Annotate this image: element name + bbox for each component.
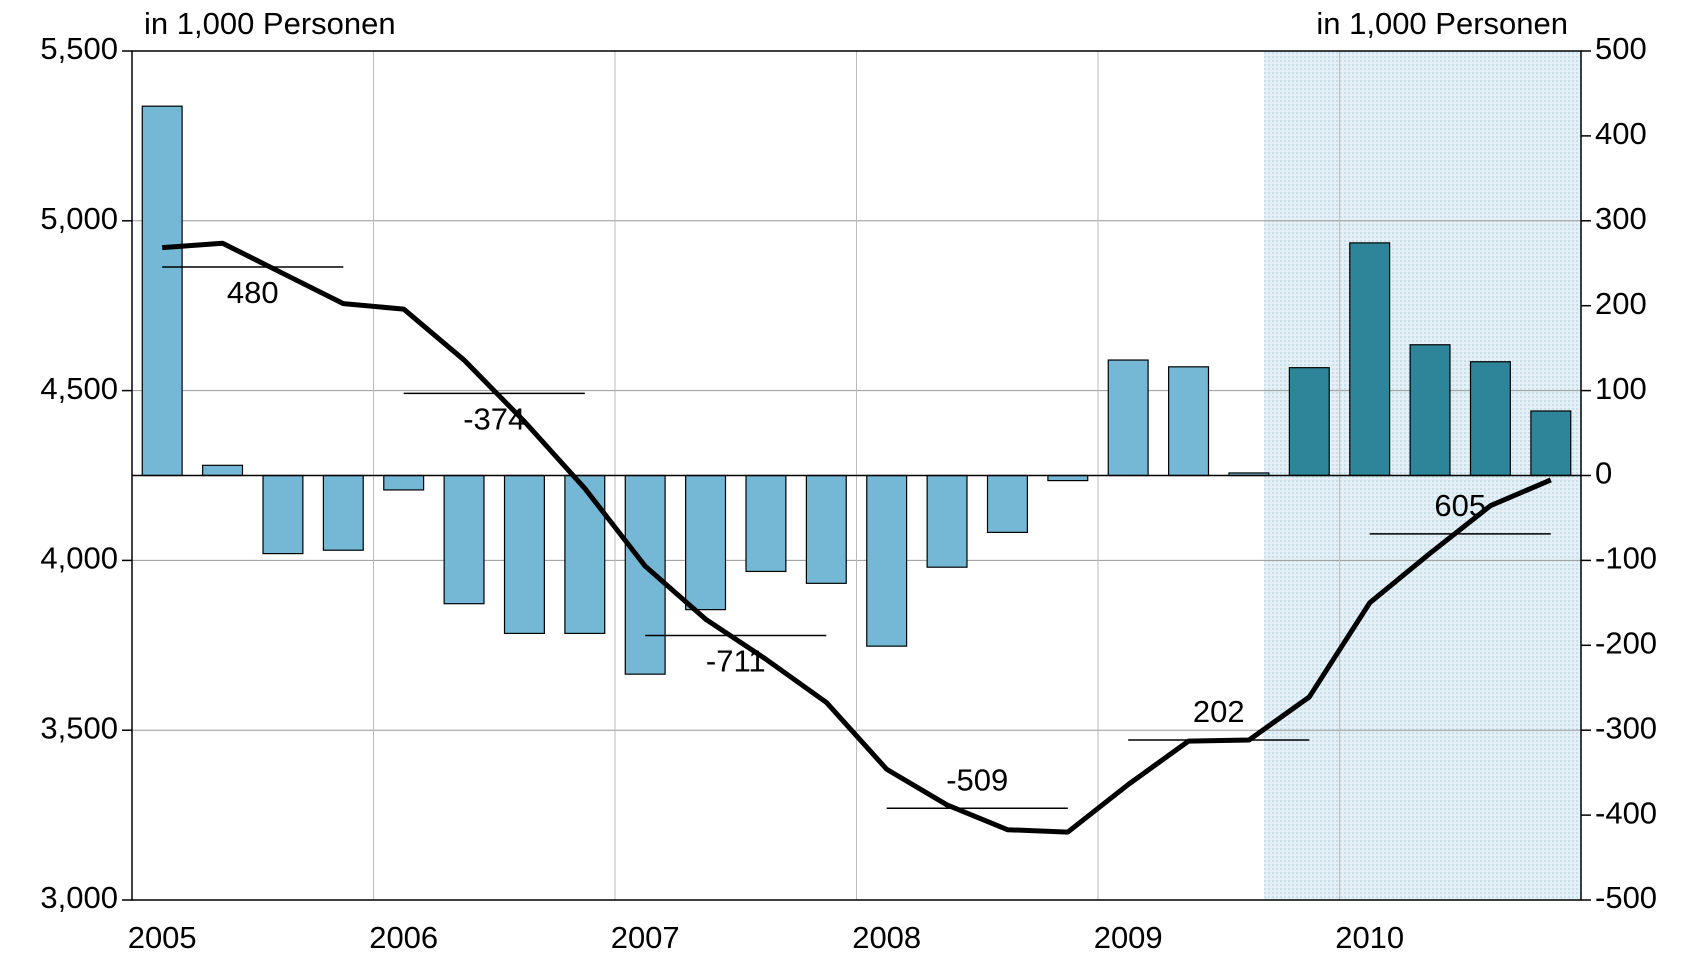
- y-tick-label: 4,500: [40, 371, 118, 406]
- y2-tick-label: -200: [1595, 625, 1657, 660]
- annotation-label: -711: [706, 644, 766, 679]
- bar: [1107, 359, 1149, 477]
- x-tick-label: 2006: [369, 920, 438, 955]
- line: [162, 240, 1552, 835]
- x-tick-label: 2009: [1094, 920, 1163, 955]
- bar: [1047, 474, 1089, 482]
- bar: [202, 464, 244, 477]
- bar: [503, 474, 545, 635]
- bar: [262, 474, 304, 555]
- y-tick-label: 4,000: [40, 541, 118, 576]
- x-tick-label: 2008: [852, 920, 921, 955]
- bar: [443, 474, 485, 605]
- bar: [322, 474, 364, 551]
- bar: [624, 474, 666, 675]
- y2-tick-label: 500: [1595, 31, 1647, 66]
- annotation-label: 605: [1434, 488, 1486, 523]
- bar: [383, 474, 425, 491]
- bar: [1168, 366, 1210, 477]
- bar: [1409, 344, 1451, 477]
- bar: [1288, 367, 1330, 477]
- annotation-label: -374: [463, 402, 525, 437]
- bar: [986, 474, 1028, 533]
- y2-tick-label: -500: [1595, 880, 1657, 915]
- y2-tick-label: -300: [1595, 710, 1657, 745]
- y2-tick-label: 300: [1595, 201, 1647, 236]
- bar: [685, 474, 727, 611]
- right-axis-title: in 1,000 Personen: [1316, 6, 1568, 41]
- annotation-label: -509: [946, 762, 1008, 797]
- bar: [745, 474, 787, 573]
- bar: [1469, 361, 1511, 477]
- y2-tick-label: -100: [1595, 541, 1657, 576]
- y2-tick-label: 400: [1595, 116, 1647, 151]
- x-tick-label: 2007: [611, 920, 680, 955]
- bar: [141, 105, 183, 477]
- bar: [866, 474, 908, 647]
- annotation-label: 202: [1193, 694, 1245, 729]
- y2-tick-label: 100: [1595, 371, 1647, 406]
- y2-tick-label: -400: [1595, 795, 1657, 830]
- y2-tick-label: 0: [1595, 456, 1612, 491]
- bar: [1349, 242, 1391, 477]
- x-tick-label: 2010: [1335, 920, 1404, 955]
- bar: [926, 474, 968, 568]
- y-tick-label: 3,500: [40, 710, 118, 745]
- x-tick-label: 2005: [128, 920, 197, 955]
- y-tick-label: 3,000: [40, 880, 118, 915]
- y-tick-label: 5,000: [40, 201, 118, 236]
- bar: [564, 474, 606, 635]
- y-tick-label: 5,500: [40, 31, 118, 66]
- bar: [805, 474, 847, 584]
- left-axis-title: in 1,000 Personen: [144, 6, 396, 41]
- annotation-label: 480: [227, 275, 279, 310]
- plot-frame: [131, 50, 1582, 901]
- bar: [1530, 410, 1572, 477]
- y2-tick-label: 200: [1595, 286, 1647, 321]
